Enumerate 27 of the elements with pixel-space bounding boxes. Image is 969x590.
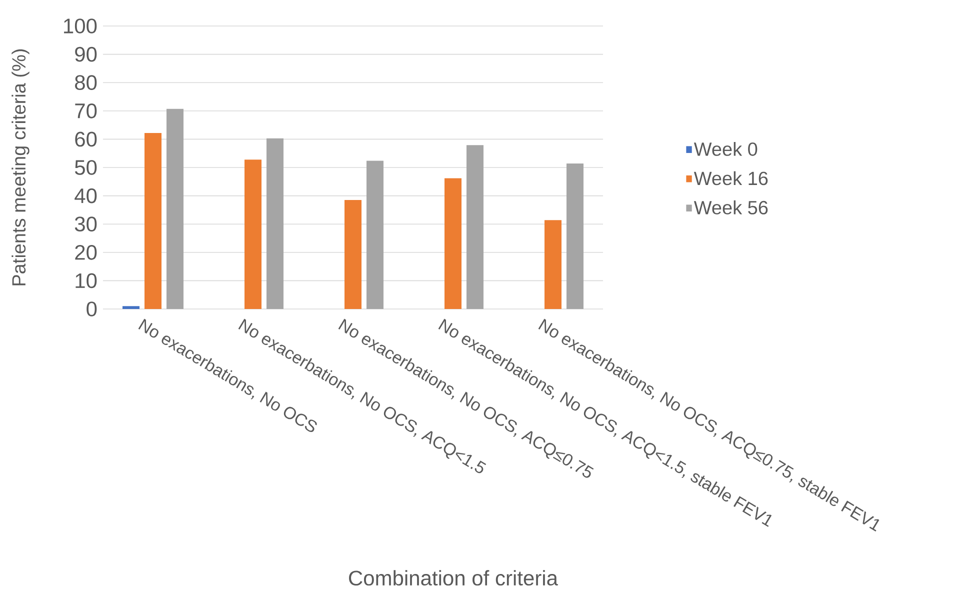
- y-tick-label: 90: [75, 46, 97, 62]
- x-axis-title: Combination of criteria: [349, 570, 558, 586]
- y-tick-label: 60: [75, 132, 97, 147]
- bar: [344, 200, 362, 309]
- y-tick-label: 70: [75, 103, 97, 118]
- bar: [266, 138, 284, 309]
- legend-label: Week 56: [694, 200, 768, 214]
- bar: [166, 108, 184, 309]
- bar: [366, 160, 384, 309]
- bar: [444, 178, 462, 309]
- legend-label: Week 16: [694, 171, 768, 186]
- bar: [244, 160, 262, 309]
- bar: [566, 164, 584, 309]
- bar: [466, 145, 484, 309]
- y-tick-label: 50: [74, 160, 97, 175]
- y-tick-label: 10: [76, 273, 97, 288]
- y-tick-label: 40: [74, 188, 97, 204]
- bar: [544, 220, 562, 309]
- y-tick-label: 80: [75, 75, 97, 90]
- bar: [144, 132, 162, 309]
- y-tick-label: 100: [64, 18, 97, 34]
- legend-label: Week 0: [694, 142, 758, 156]
- bar: [122, 306, 140, 309]
- y-tick-label: 30: [74, 216, 97, 232]
- y-tick-label: 0: [86, 302, 97, 316]
- y-tick-label: 20: [75, 244, 97, 260]
- y-axis-title: Patients meeting criteria (%): [12, 49, 30, 286]
